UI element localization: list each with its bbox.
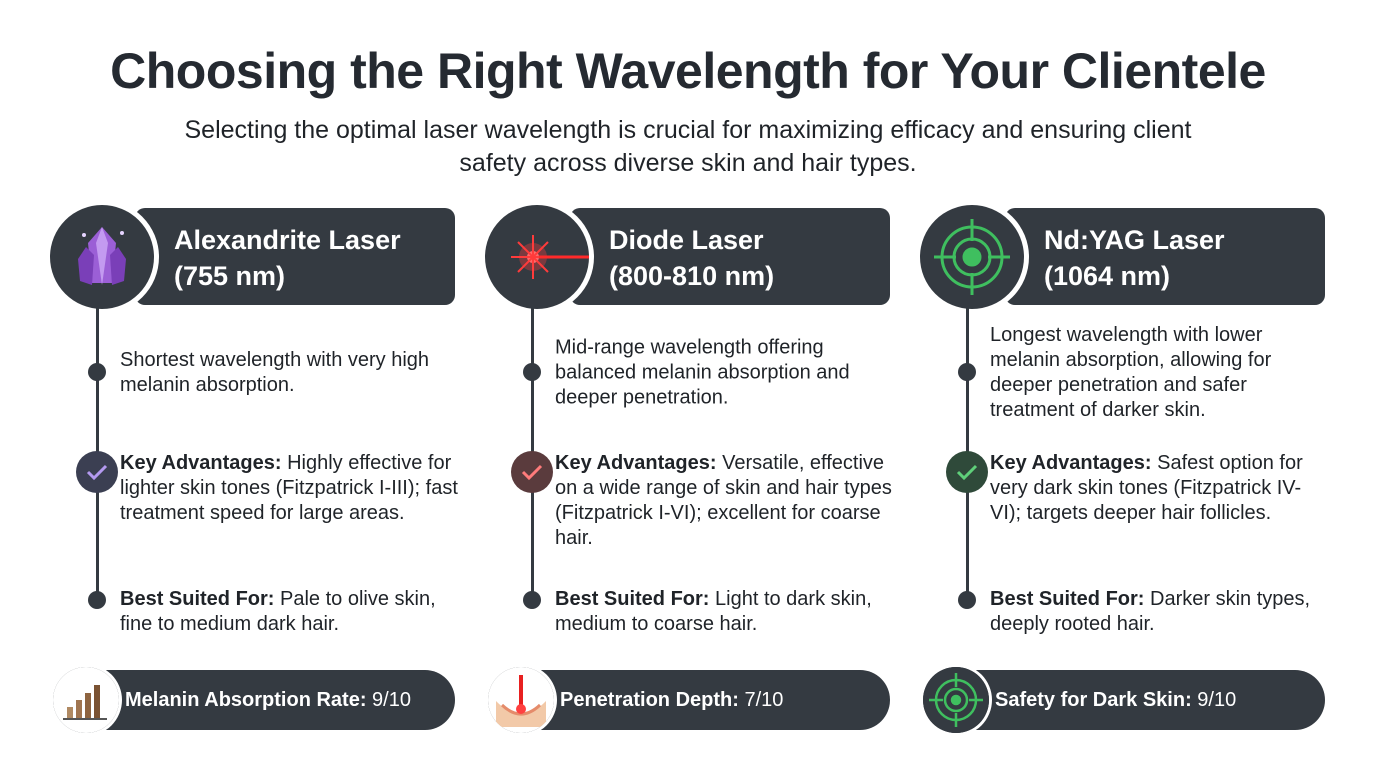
best-suited: Best Suited For: Pale to olive skin, fin…	[120, 587, 460, 637]
metric-icon	[488, 667, 554, 733]
advantages: Key Advantages: Versatile, effective on …	[555, 451, 895, 551]
advantages-label: Key Advantages:	[990, 452, 1152, 474]
suited-text: Pale to olive skin, fine to medium dark …	[120, 588, 436, 635]
metric-pill	[925, 670, 1325, 730]
laser-icon	[485, 205, 589, 309]
description: Mid-range wavelength offering balanced m…	[555, 336, 850, 409]
timeline-dot	[88, 363, 106, 381]
laser-wavelength: (800-810 nm)	[609, 261, 775, 291]
header-pill	[1005, 208, 1325, 305]
metric-pill	[490, 670, 890, 730]
advantages: Key Advantages: Highly effective for lig…	[120, 451, 460, 526]
metric-label: Penetration Depth:	[560, 689, 739, 711]
metric: Melanin Absorption Rate: 9/10	[125, 688, 411, 712]
metric-value: 9/10	[1197, 689, 1237, 711]
timeline-dot	[958, 591, 976, 609]
laser-column: Nd:YAG Laser (1064 nm) Longest wavelength …	[920, 0, 1340, 768]
subtitle: Selecting the optimal laser wavelength i…	[184, 116, 1192, 177]
check-badge	[76, 451, 118, 493]
metric-icon	[923, 667, 989, 733]
best-suited: Best Suited For: Light to dark skin, med…	[555, 587, 895, 637]
timeline-dot	[88, 591, 106, 609]
description: Longest wavelength with lower melanin ab…	[990, 324, 1272, 421]
advantages-text: Highly effective for lighter skin tones …	[120, 452, 458, 524]
metric-icon	[53, 667, 119, 733]
laser-name: Nd:YAG Laser	[1044, 225, 1225, 255]
suited-label: Best Suited For:	[120, 588, 275, 610]
advantages-text: Versatile, effective on a wide range of …	[555, 452, 892, 549]
laser-wavelength: (755 nm)	[174, 261, 286, 291]
advantages-text: Safest option for very dark skin tones (…	[990, 452, 1303, 524]
timeline-dot	[523, 591, 541, 609]
best-suited: Best Suited For: Darker skin types, deep…	[990, 587, 1330, 637]
laser-heading: Nd:YAG Laser (1064 nm)	[1044, 222, 1225, 294]
suited-text: Light to dark skin, medium to coarse hai…	[555, 588, 872, 635]
advantages-label: Key Advantages:	[120, 452, 282, 474]
metric: Safety for Dark Skin: 9/10	[995, 688, 1236, 712]
check-badge	[946, 451, 988, 493]
laser-heading: Diode Laser (800-810 nm)	[609, 222, 774, 294]
timeline-dot	[523, 363, 541, 381]
laser-name: Diode Laser	[609, 225, 764, 255]
metric-label: Safety for Dark Skin:	[995, 689, 1192, 711]
metric-label: Melanin Absorption Rate:	[125, 689, 367, 711]
metric-value: 7/10	[744, 689, 784, 711]
laser-icon	[50, 205, 154, 309]
metric-pill	[55, 670, 455, 730]
suited-label: Best Suited For:	[555, 588, 710, 610]
laser-column: Diode Laser (800-810 nm) Mid-range wavelen…	[485, 0, 905, 768]
check-badge	[511, 451, 553, 493]
laser-name: Alexandrite Laser	[174, 225, 401, 255]
laser-icon	[920, 205, 1024, 309]
advantages: Key Advantages: Safest option for very d…	[990, 451, 1330, 526]
metric: Penetration Depth: 7/10	[560, 688, 783, 712]
header-pill	[570, 208, 890, 305]
advantages-label: Key Advantages:	[555, 452, 717, 474]
suited-label: Best Suited For:	[990, 588, 1145, 610]
title: Choosing the Right Wavelength for Your C…	[110, 43, 1266, 99]
timeline-dot	[958, 363, 976, 381]
laser-wavelength: (1064 nm)	[1044, 261, 1171, 291]
laser-heading: Alexandrite Laser (755 nm)	[174, 222, 401, 294]
suited-text: Darker skin types, deeply rooted hair.	[990, 588, 1311, 635]
laser-column: Alexandrite Laser (755 nm) Shortest wavele…	[50, 0, 470, 768]
metric-value: 9/10	[372, 689, 411, 711]
description: Shortest wavelength with very high melan…	[120, 349, 430, 396]
header-pill	[135, 208, 455, 305]
